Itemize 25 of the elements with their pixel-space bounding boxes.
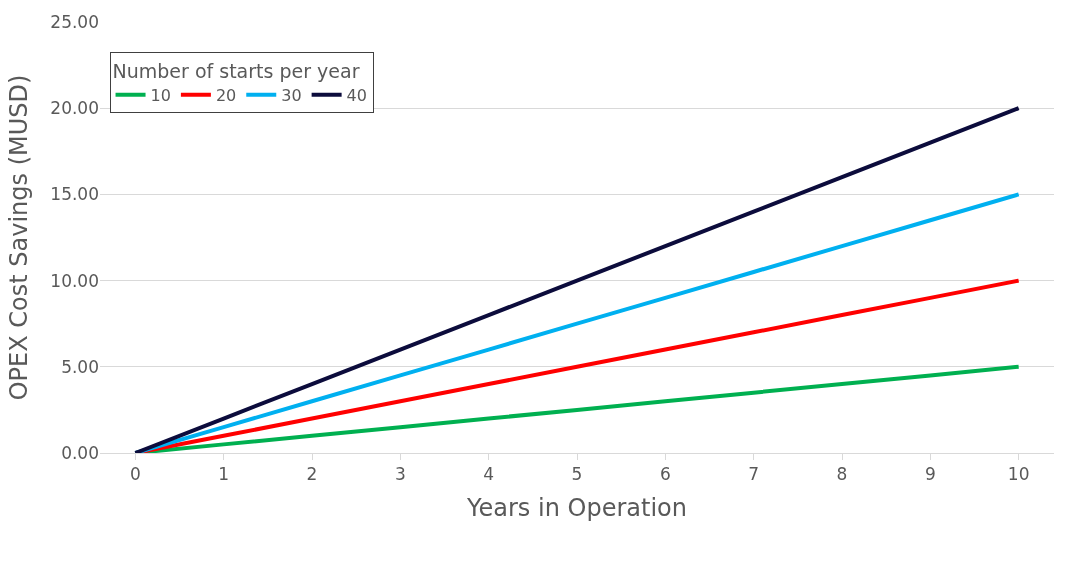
x-tick-label: 5 — [571, 464, 583, 485]
legend-title: Number of starts per year — [112, 59, 360, 82]
legend-label: 40 — [346, 86, 367, 106]
x-tick-label: 7 — [748, 464, 760, 485]
y-tick-label: 10.00 — [50, 270, 99, 291]
y-tick-label: 15.00 — [50, 184, 99, 205]
y-tick-label: 25.00 — [50, 11, 99, 32]
line-series — [133, 106, 1021, 453]
x-tick-label: 2 — [306, 464, 318, 485]
legend-label: 10 — [150, 86, 171, 106]
x-tick-label: 4 — [483, 464, 495, 485]
x-tick-label: 3 — [394, 464, 406, 485]
y-tick-label: 0.00 — [61, 442, 99, 463]
legend-label: 30 — [281, 86, 302, 106]
legend-label: 20 — [215, 86, 237, 106]
y-axis-title: OPEX Cost Savings (MUSD) — [5, 74, 34, 401]
x-tick-label: 9 — [924, 464, 936, 485]
x-tick-label: 10 — [1007, 464, 1030, 485]
x-tick-label: 1 — [218, 464, 230, 485]
x-tick-label: 8 — [836, 464, 848, 485]
x-axis-title: Years in Operation — [466, 493, 687, 522]
y-tick-label: 20.00 — [50, 98, 99, 119]
x-tick-label: 0 — [129, 464, 141, 485]
y-tick-label: 5.00 — [61, 356, 99, 377]
x-tick-label: 6 — [659, 464, 671, 485]
